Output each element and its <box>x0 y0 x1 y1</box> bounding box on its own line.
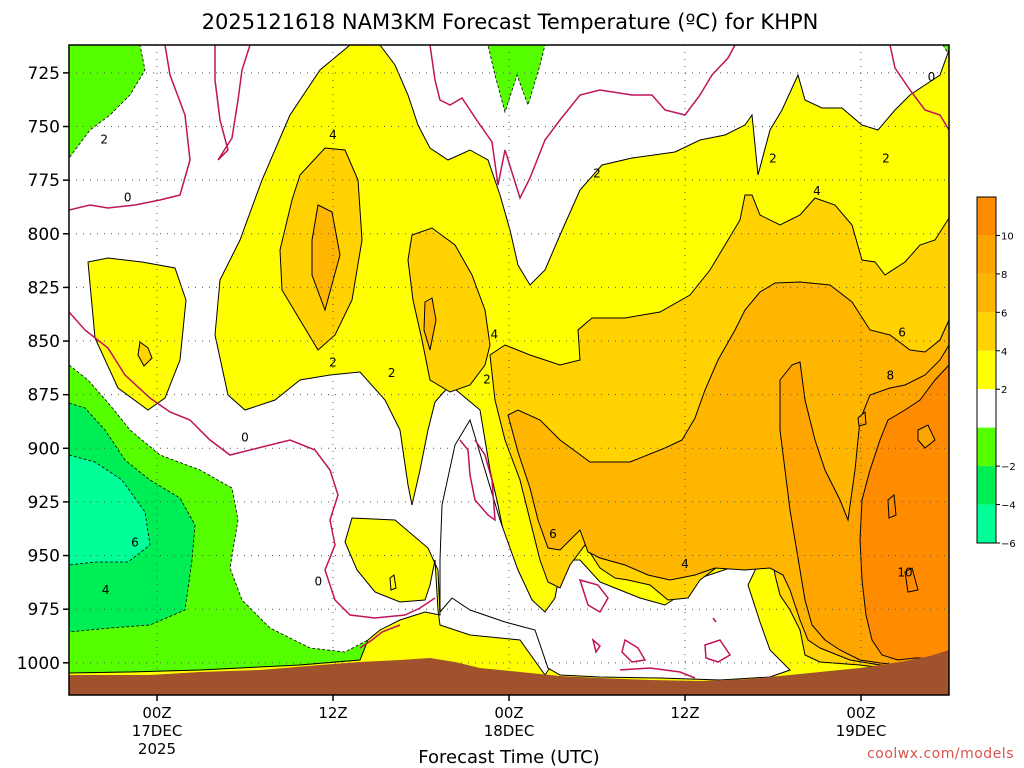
contour-label: 4 <box>813 184 821 198</box>
field-white-lower-center <box>439 418 791 681</box>
zero-line-upper-left <box>69 45 191 211</box>
island-6to8-mid2 <box>423 297 437 351</box>
x-tick-label: 00Z <box>142 704 171 722</box>
colorbar-label: −4 <box>1001 501 1016 512</box>
y-tick-label: 1000 <box>17 654 60 674</box>
y-tick-label: 875 <box>28 386 60 406</box>
contour-labels: 2 0 4 2 2 0 0 4 2 6 2 4 2 4 2 0 6 8 10 6 4 <box>100 70 935 597</box>
y-tick-label: 825 <box>28 278 60 298</box>
x-tick-label: 19DEC <box>836 722 887 740</box>
colorbar-label: 10 <box>1001 231 1014 242</box>
contour-label: 4 <box>491 328 499 342</box>
island-6to8-mid <box>311 204 341 312</box>
y-tick-label: 800 <box>28 225 60 245</box>
y-tick-label: 725 <box>28 64 60 84</box>
colorbar-label: 2 <box>1001 385 1007 396</box>
zero-line-blob-e <box>591 637 601 654</box>
credit-text: coolwx.com/models <box>867 746 1014 762</box>
y-tick-label: 950 <box>28 547 60 567</box>
y-axis: 725 750 775 800 825 850 875 900 925 950 975 1000 <box>17 64 69 674</box>
y-tick-label: 925 <box>28 493 60 513</box>
contour-label: 6 <box>898 325 906 339</box>
field-minus2-top-right <box>942 45 949 56</box>
contour-label: 6 <box>549 527 557 541</box>
colorbar-bin <box>977 350 996 390</box>
zero-line-blob-c <box>619 667 696 679</box>
colorbar-bin <box>977 235 996 274</box>
island-8-a <box>857 410 867 427</box>
colorbar-bin <box>977 312 996 351</box>
zero-line-lower-left <box>69 311 436 619</box>
contour-label: 4 <box>102 583 110 597</box>
x-axis-label: Forecast Time (UTC) <box>418 747 599 768</box>
colorbar-bin <box>977 504 996 543</box>
freezing-contours <box>69 45 949 679</box>
island-4to6-left <box>137 341 153 367</box>
contour-label: 2 <box>100 132 108 146</box>
contour-label: 2 <box>769 152 777 166</box>
x-tick-label: 2025 <box>138 740 176 758</box>
zero-line-top-mid <box>429 45 736 200</box>
zero-line-top-right <box>889 45 949 131</box>
contour-label: 2 <box>388 366 396 380</box>
contour-label: 2 <box>882 152 890 166</box>
y-tick-label: 775 <box>28 171 60 191</box>
contour-label: 6 <box>131 536 139 550</box>
contour-label: 0 <box>241 431 249 445</box>
zero-line-blob-d <box>712 617 717 623</box>
field-2to4-left-lobe <box>87 257 187 411</box>
y-tick-label: 850 <box>28 332 60 352</box>
colorbar-label: 6 <box>1001 308 1007 319</box>
colorbar-bin <box>977 389 996 428</box>
field-minus6 <box>69 454 151 566</box>
colorbar-label: −2 <box>1001 462 1016 473</box>
zero-line-right-lower <box>578 578 609 614</box>
contour-label: 0 <box>315 574 323 588</box>
contour-label: 10 <box>897 566 912 580</box>
terrain <box>69 650 949 695</box>
contour-label: 2 <box>483 373 491 387</box>
x-tick-label: 18DEC <box>484 722 535 740</box>
colorbar-frame <box>976 196 997 544</box>
plot-area <box>69 45 949 695</box>
island-10-c <box>904 567 919 593</box>
colorbar-label: 8 <box>1001 270 1007 281</box>
island-10-b <box>887 494 897 519</box>
contour-label: 4 <box>681 557 689 571</box>
field-minus2-top-mid <box>487 45 546 114</box>
chart-title: 2025121618 NAM3KM Forecast Temperature (… <box>202 10 819 34</box>
colorbar-bin <box>977 427 996 467</box>
zero-line-blob-a <box>621 638 647 663</box>
zero-line-topleft-mid <box>214 45 251 161</box>
zero-line-lower-center <box>359 624 401 649</box>
x-tick-label: 00Z <box>846 704 875 722</box>
colorbar-bin <box>977 273 996 313</box>
zero-line-blob-b <box>704 639 732 663</box>
colorbar: 10 8 6 4 2 −2 −4 −6 <box>976 196 1016 550</box>
contour-label: 8 <box>887 368 895 382</box>
contour-label: 4 <box>329 128 337 142</box>
contour-label: 0 <box>124 190 132 204</box>
colorbar-label: −6 <box>1001 539 1016 550</box>
x-tick-label: 12Z <box>670 704 699 722</box>
island-10-a <box>917 424 936 449</box>
x-tick-label: 00Z <box>494 704 523 722</box>
colorbar-bin <box>977 466 996 505</box>
y-tick-label: 975 <box>28 600 60 620</box>
zero-line-center <box>459 439 496 522</box>
x-tick-label: 12Z <box>318 704 347 722</box>
contour-label: 2 <box>593 167 601 181</box>
colorbar-bin <box>977 197 996 236</box>
contour-label: 0 <box>928 70 936 84</box>
field-4to6-mid <box>407 227 491 393</box>
x-tick-label: 17DEC <box>132 722 183 740</box>
colorbar-label: 4 <box>1001 347 1007 358</box>
y-tick-label: 900 <box>28 439 60 459</box>
island-yellow-small <box>389 574 397 591</box>
contour-label: 2 <box>329 355 337 369</box>
y-tick-label: 750 <box>28 118 60 138</box>
